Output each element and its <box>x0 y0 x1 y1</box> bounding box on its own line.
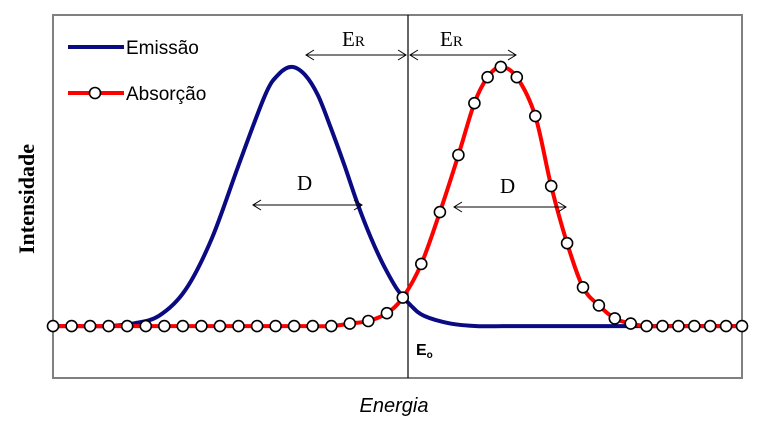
er-right-arrowhead-right <box>507 49 517 61</box>
er-left-arrowhead-right <box>397 49 407 61</box>
series-emissao <box>53 64 742 329</box>
d-right-arrowhead-left <box>453 201 463 213</box>
data-point <box>287 319 301 333</box>
data-point <box>195 319 208 333</box>
er-left-label: ER <box>342 27 365 51</box>
er-left-arrowhead-left <box>305 49 315 61</box>
er-right-arrowhead-left <box>409 49 419 61</box>
data-point <box>640 319 653 333</box>
data-point <box>361 314 375 328</box>
data-point <box>576 280 590 294</box>
data-point <box>735 319 749 333</box>
d-right-arrowhead-right <box>557 201 567 213</box>
d-right-label: D <box>500 174 515 198</box>
d-left-label: D <box>297 171 312 195</box>
data-point <box>324 319 338 333</box>
data-point <box>269 319 282 333</box>
series-layer <box>46 60 749 333</box>
d-annotation <box>252 199 567 213</box>
data-point <box>46 319 60 333</box>
data-point <box>510 70 524 84</box>
data-point <box>306 319 320 333</box>
data-point <box>158 319 171 333</box>
data-point <box>624 317 638 330</box>
er-annotation <box>305 49 517 61</box>
e0-label: Eo <box>416 342 433 361</box>
data-point <box>703 319 717 333</box>
legend-label-emissao: Emissão <box>126 38 199 59</box>
d-left-arrowhead-right <box>353 199 363 211</box>
data-point <box>83 319 97 333</box>
data-point <box>213 319 227 333</box>
legend-label-absorcao: Absorção <box>126 84 206 105</box>
y-axis-label: Intensidade <box>14 144 39 254</box>
data-point <box>250 319 264 333</box>
data-point <box>560 236 574 250</box>
data-point <box>65 319 78 333</box>
data-point <box>452 148 465 162</box>
data-point <box>494 60 508 74</box>
data-point <box>719 319 733 333</box>
data-point <box>380 306 394 320</box>
data-point <box>343 317 357 330</box>
data-point <box>139 319 153 333</box>
data-point <box>608 312 622 325</box>
data-point <box>481 70 494 84</box>
legend: Emissão Absorção <box>68 38 206 105</box>
data-point <box>102 319 115 333</box>
data-point <box>120 319 134 333</box>
x-axis-label: Energia <box>360 395 429 417</box>
data-point <box>592 299 606 312</box>
er-right-label: ER <box>440 27 463 51</box>
data-point <box>232 319 245 333</box>
data-point <box>433 205 447 219</box>
data-point <box>528 109 542 123</box>
data-point <box>687 319 701 333</box>
data-point <box>544 179 558 193</box>
data-point <box>672 319 685 333</box>
data-point <box>396 291 410 304</box>
d-left-arrowhead-left <box>252 199 262 211</box>
data-point <box>656 319 669 333</box>
legend-marker-absorcao <box>88 86 102 100</box>
series-absorcao <box>46 60 749 333</box>
plot-area <box>52 14 743 379</box>
data-point <box>176 319 190 333</box>
data-point <box>468 96 481 110</box>
data-point <box>414 257 428 271</box>
series-line-emissao <box>53 64 742 329</box>
